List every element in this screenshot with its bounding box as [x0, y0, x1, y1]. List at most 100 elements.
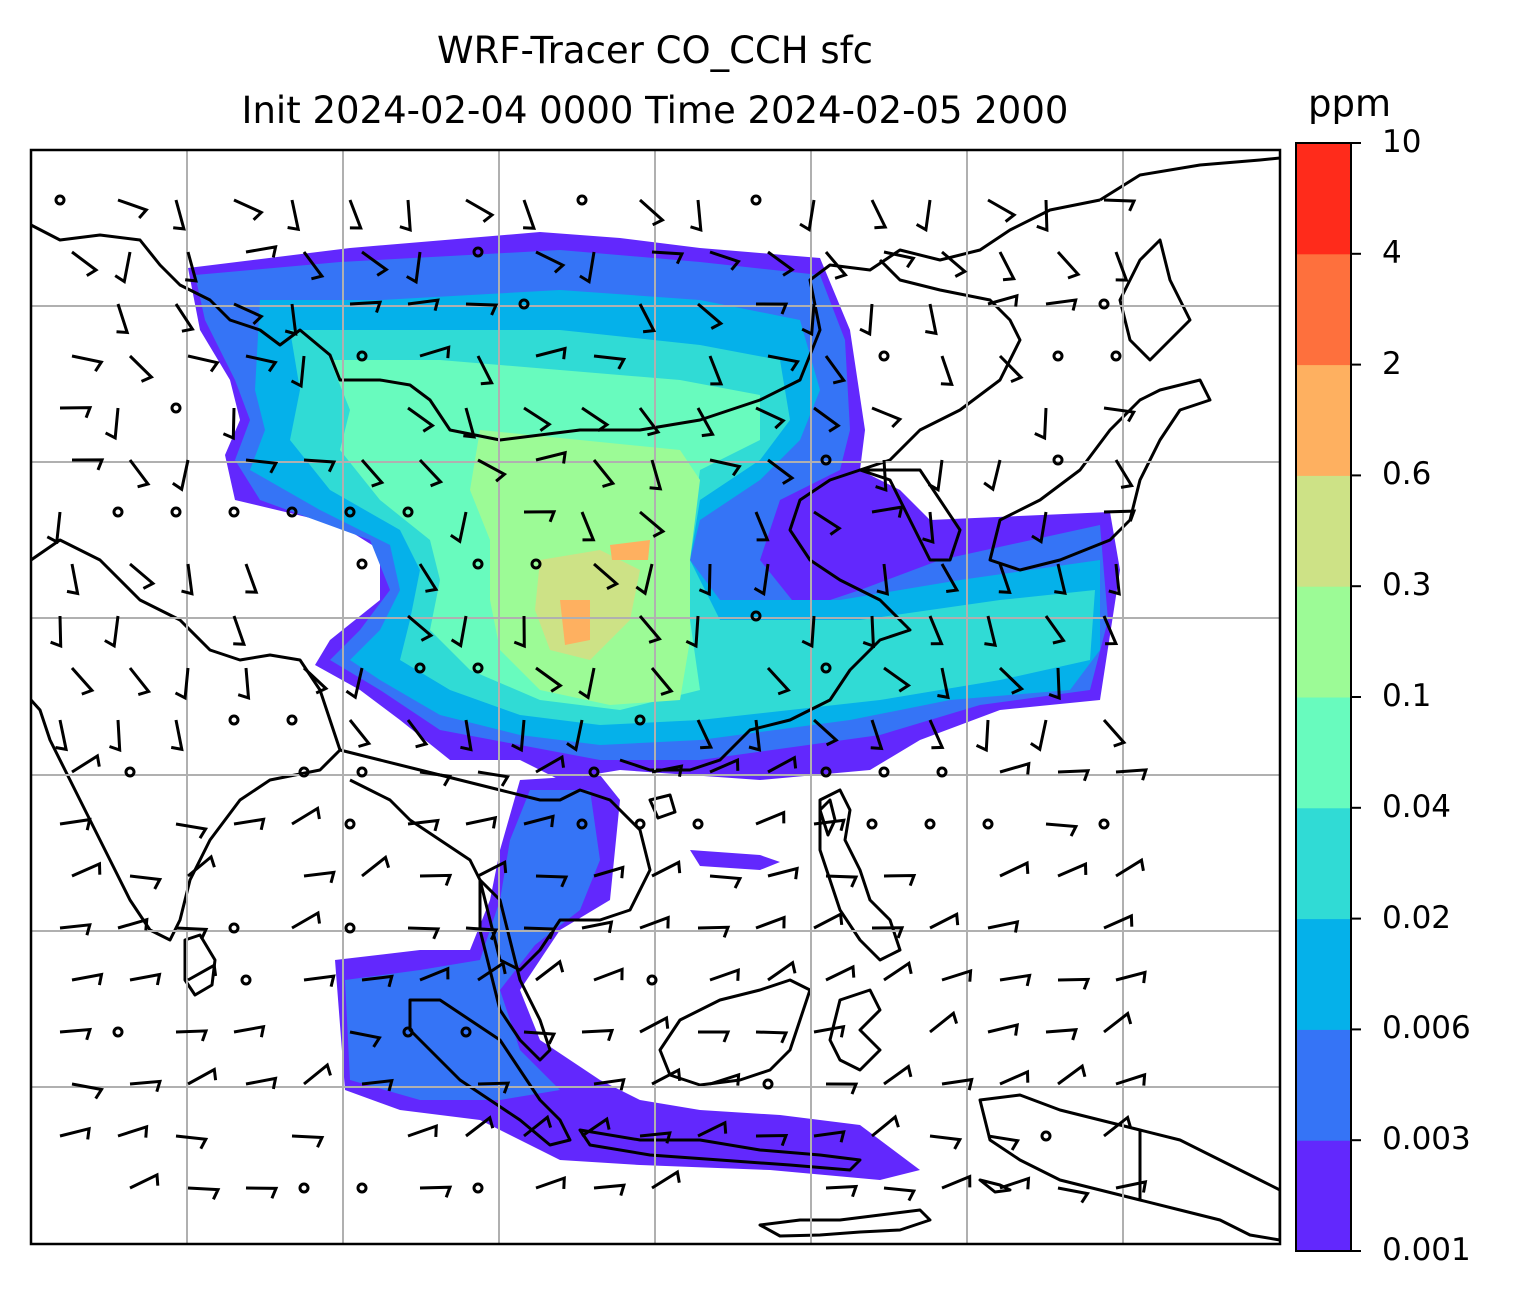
calm-wind-circle	[820, 766, 832, 778]
wind-barb	[407, 614, 434, 642]
wind-barb	[477, 770, 511, 787]
wind-barb	[129, 972, 162, 986]
wind-barb	[638, 407, 661, 437]
wind-barb	[523, 926, 557, 940]
wind-barb	[129, 562, 156, 590]
wind-barb	[766, 666, 791, 696]
wind-barb	[71, 458, 105, 471]
wind-barb	[465, 815, 498, 829]
wind-barb	[708, 355, 724, 386]
wind-barb	[915, 199, 932, 233]
wind-barb	[303, 1062, 332, 1086]
wind-barb	[697, 302, 724, 330]
calm-wind-circle	[1052, 454, 1064, 466]
calm-wind-circle	[228, 922, 240, 934]
wind-barb	[291, 910, 321, 930]
wind-barb	[698, 563, 712, 597]
wind-barb	[303, 870, 336, 884]
wind-barb	[419, 1185, 453, 1198]
colorbar-segment	[1296, 475, 1351, 587]
wind-barb	[883, 1186, 917, 1202]
calm-wind-circle	[634, 714, 646, 726]
wind-barb	[578, 667, 596, 700]
calm-wind-circle	[286, 714, 298, 726]
wind-barb	[175, 1029, 209, 1042]
coastline-china-east	[619, 258, 1022, 772]
wind-barb	[999, 973, 1032, 987]
coastline-taiwan	[818, 798, 837, 837]
wind-barb	[1044, 615, 1066, 645]
wind-barb	[245, 1186, 279, 1199]
calm-wind-circle	[170, 402, 182, 414]
wind-barb	[941, 250, 968, 278]
wind-barb	[651, 860, 682, 878]
calm-wind-circle	[112, 1026, 124, 1038]
wind-barb	[593, 1078, 626, 1091]
calm-wind-circle	[112, 506, 124, 518]
wind-barb	[983, 459, 1002, 492]
wind-barb	[813, 911, 844, 930]
wind-barb	[709, 1072, 741, 1086]
wind-barb	[651, 1067, 682, 1086]
wind-barb	[1057, 1063, 1087, 1086]
wind-barb	[922, 511, 935, 544]
wind-barb	[651, 250, 685, 265]
wind-barb	[998, 666, 1025, 695]
wind-barb	[941, 968, 973, 982]
wind-barb	[1057, 861, 1088, 878]
wind-barb	[185, 251, 198, 283]
calm-wind-circle	[240, 974, 252, 986]
wind-barb	[171, 459, 190, 492]
calm-wind-circle	[530, 558, 542, 570]
wind-barb	[581, 920, 614, 934]
wind-barb	[1115, 768, 1149, 781]
calm-wind-circle	[298, 766, 310, 778]
wind-barb	[345, 667, 364, 700]
wind-barb	[812, 718, 839, 747]
wind-barb	[129, 1172, 160, 1190]
wind-barb	[291, 1134, 325, 1148]
wind-barb	[348, 199, 363, 230]
wind-barb	[405, 251, 422, 285]
colorbar-segment	[1296, 586, 1351, 698]
wind-barb	[581, 406, 610, 433]
wind-barb	[639, 1015, 670, 1034]
wind-barb	[1029, 719, 1048, 752]
wind-barb	[117, 1124, 149, 1138]
colorbar-segment	[1296, 253, 1351, 366]
wind-barb	[109, 719, 122, 753]
calm-wind-circle	[54, 194, 66, 206]
wind-barb	[999, 860, 1030, 878]
wind-barb	[1031, 511, 1048, 545]
wind-barb	[465, 926, 499, 941]
wind-barb	[59, 406, 93, 419]
wind-barb	[998, 251, 1017, 282]
wind-barb	[465, 302, 499, 316]
wind-barb	[233, 817, 266, 831]
wind-barb	[407, 818, 440, 832]
calm-wind-circle	[344, 922, 356, 934]
wind-barb	[1115, 1179, 1148, 1193]
coastline-japan	[988, 378, 1212, 572]
wind-barb	[71, 250, 99, 277]
wind-barb	[418, 458, 444, 488]
wind-barb	[66, 563, 80, 596]
coastline-sumatra	[408, 998, 572, 1147]
calm-wind-circle	[820, 662, 832, 674]
wind-barb	[753, 563, 770, 597]
wind-barb	[825, 964, 856, 982]
wind-barb	[284, 303, 298, 336]
wind-barb	[302, 666, 329, 695]
calm-wind-circle	[576, 194, 588, 206]
wind-barb	[566, 719, 584, 752]
wind-barb	[71, 354, 104, 373]
wind-barb	[813, 1024, 846, 1038]
wind-barb	[477, 859, 508, 878]
wind-barb	[348, 719, 372, 748]
calm-wind-circle	[344, 818, 356, 830]
calm-wind-circle	[344, 506, 356, 518]
wind-barb	[871, 406, 903, 429]
wind-barb	[639, 1131, 672, 1144]
colorbar	[1295, 142, 1361, 1252]
wind-barb	[767, 458, 795, 485]
